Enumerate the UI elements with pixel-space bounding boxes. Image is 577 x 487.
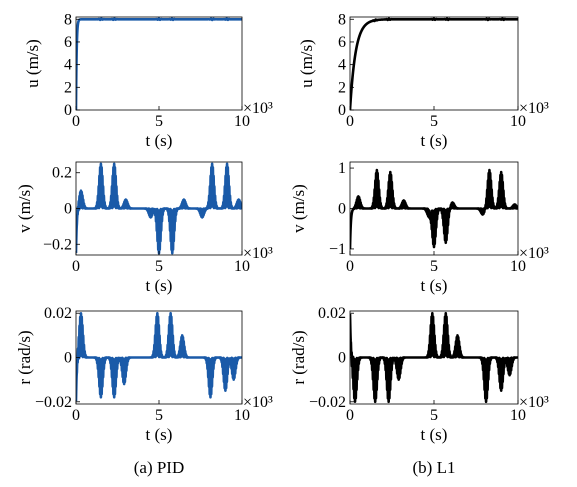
y-tick-label: 2	[64, 79, 72, 96]
series-line-0	[76, 17, 242, 110]
x-tick-label: 0	[346, 407, 354, 424]
x-tick-label: 0	[72, 113, 80, 130]
y-tick-label: 0.2	[52, 165, 72, 182]
series-line-0	[76, 311, 242, 402]
y-axis-label: u (m/s)	[23, 39, 42, 88]
series-line-0	[350, 17, 518, 110]
x-multiplier: ×10³	[519, 100, 549, 117]
plot-frame	[349, 16, 519, 111]
y-tick-label: 0	[64, 350, 72, 367]
x-tick-label: 10	[510, 113, 526, 130]
x-axis-label: t (s)	[146, 131, 173, 150]
y-axis-label: r (rad/s)	[15, 330, 34, 384]
x-tick-label: 0	[346, 113, 354, 130]
x-tick-label: 0	[72, 407, 80, 424]
y-tick-label: −0.02	[309, 394, 346, 411]
x-axis-label: t (s)	[421, 276, 448, 295]
y-tick-label: 0	[64, 201, 72, 218]
x-multiplier: ×10³	[243, 394, 273, 411]
y-tick-label: 6	[64, 34, 72, 51]
series-line-0	[76, 162, 242, 255]
x-tick-label: 5	[430, 407, 438, 424]
x-multiplier: ×10³	[243, 100, 273, 117]
y-tick-label: 2	[338, 79, 346, 96]
y-tick-label: 0	[338, 201, 346, 218]
caption-pid: (a) PID	[134, 458, 185, 477]
y-axis-label: r (rad/s)	[289, 330, 308, 384]
y-tick-label: −1	[329, 241, 346, 258]
y-tick-label: 0	[64, 102, 72, 119]
x-tick-label: 5	[430, 113, 438, 130]
y-axis-label: u (m/s)	[297, 39, 316, 88]
x-tick-label: 0	[72, 258, 80, 275]
y-tick-label: 6	[338, 34, 346, 51]
x-tick-label: 5	[430, 258, 438, 275]
x-tick-label: 10	[234, 407, 250, 424]
x-tick-label: 10	[234, 113, 250, 130]
y-tick-label: 4	[64, 57, 72, 74]
x-tick-label: 0	[346, 258, 354, 275]
y-axis-label: v (m/s)	[15, 184, 34, 233]
series-line-0	[350, 311, 518, 404]
x-tick-label: 10	[510, 258, 526, 275]
y-axis-label: v (m/s)	[289, 184, 308, 233]
x-multiplier: ×10³	[519, 394, 549, 411]
plot-frame	[75, 16, 243, 111]
y-tick-label: 0	[338, 350, 346, 367]
x-axis-label: t (s)	[146, 425, 173, 444]
y-tick-label: 1	[338, 160, 346, 177]
x-tick-label: 10	[234, 258, 250, 275]
x-multiplier: ×10³	[243, 245, 273, 262]
y-tick-label: 0	[338, 102, 346, 119]
y-tick-label: 0.02	[318, 305, 346, 322]
caption-l1: (b) L1	[413, 458, 456, 477]
y-tick-label: −0.2	[43, 236, 72, 253]
series-line-0	[350, 168, 518, 249]
y-tick-label: −0.02	[35, 394, 72, 411]
x-tick-label: 10	[510, 407, 526, 424]
x-axis-label: t (s)	[146, 276, 173, 295]
y-tick-label: 0.02	[44, 305, 72, 322]
x-tick-label: 5	[155, 407, 163, 424]
y-tick-label: 4	[338, 57, 346, 74]
x-tick-label: 5	[155, 258, 163, 275]
x-axis-label: t (s)	[421, 131, 448, 150]
y-tick-label: 8	[338, 11, 346, 28]
y-tick-label: 8	[64, 11, 72, 28]
x-axis-label: t (s)	[421, 425, 448, 444]
x-tick-label: 5	[155, 113, 163, 130]
x-multiplier: ×10³	[519, 245, 549, 262]
